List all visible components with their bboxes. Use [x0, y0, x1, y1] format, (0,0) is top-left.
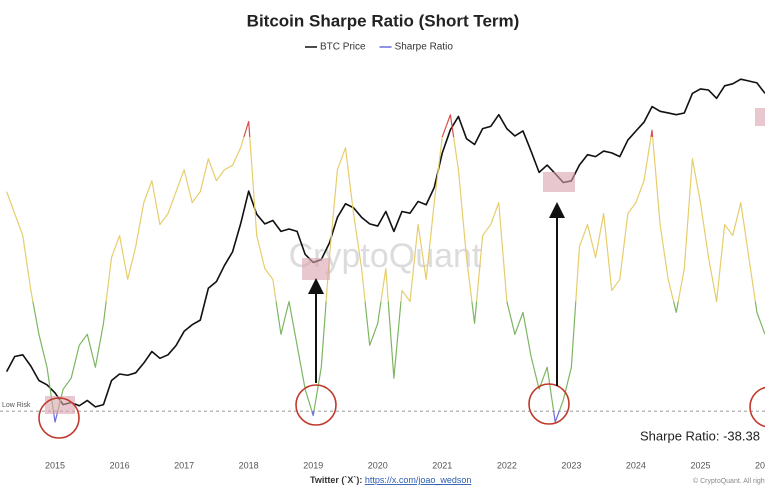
x-tick-label: 2024	[626, 460, 646, 470]
chart-title: Bitcoin Sharpe Ratio (Short Term)	[247, 11, 520, 30]
x-tick-label: 2016	[110, 460, 130, 470]
series-line	[6, 114, 765, 423]
x-axis: 2015 2016 2017 2018 2019 2020 2021 2022 2023 2024…	[45, 460, 765, 470]
circle-marker	[528, 383, 570, 425]
legend-label: Sharpe Ratio	[395, 42, 454, 53]
series-line	[5, 78, 765, 408]
circle-marker	[295, 384, 337, 426]
legend-label: BTC Price	[320, 42, 366, 53]
low-risk-label: Low Risk	[2, 402, 31, 409]
current-value-label: Sharpe Ratio: -38.38	[640, 428, 760, 443]
footer-label: Twitter (`X`):	[310, 475, 365, 485]
x-tick-label: 2020	[368, 460, 388, 470]
highlight-box	[543, 172, 575, 192]
highlight-box	[302, 258, 330, 280]
x-tick-label: 2017	[174, 460, 194, 470]
footer-credit: Twitter (`X`): https://x.com/joao_wedson	[310, 475, 471, 485]
x-tick-label: 2019	[303, 460, 323, 470]
circle-marker	[749, 386, 765, 428]
x-tick-label: 2021	[432, 460, 452, 470]
x-tick-label: 2022	[497, 460, 517, 470]
circles	[38, 383, 765, 439]
footer-copyright: © CryptoQuant. All rights reserved.	[693, 477, 765, 485]
footer-link[interactable]: https://x.com/joao_wedson	[365, 475, 472, 485]
plot-area: Low Risk	[0, 78, 765, 423]
circle-marker	[38, 397, 80, 439]
x-tick-label: 2015	[45, 460, 65, 470]
x-tick-label: 2023	[561, 460, 581, 470]
x-tick-label: 2026	[755, 460, 765, 470]
x-tick-label: 2025	[690, 460, 710, 470]
highlight-box	[755, 108, 765, 126]
legend: BTC Price Sharpe Ratio	[305, 42, 453, 53]
x-tick-label: 2018	[239, 460, 259, 470]
